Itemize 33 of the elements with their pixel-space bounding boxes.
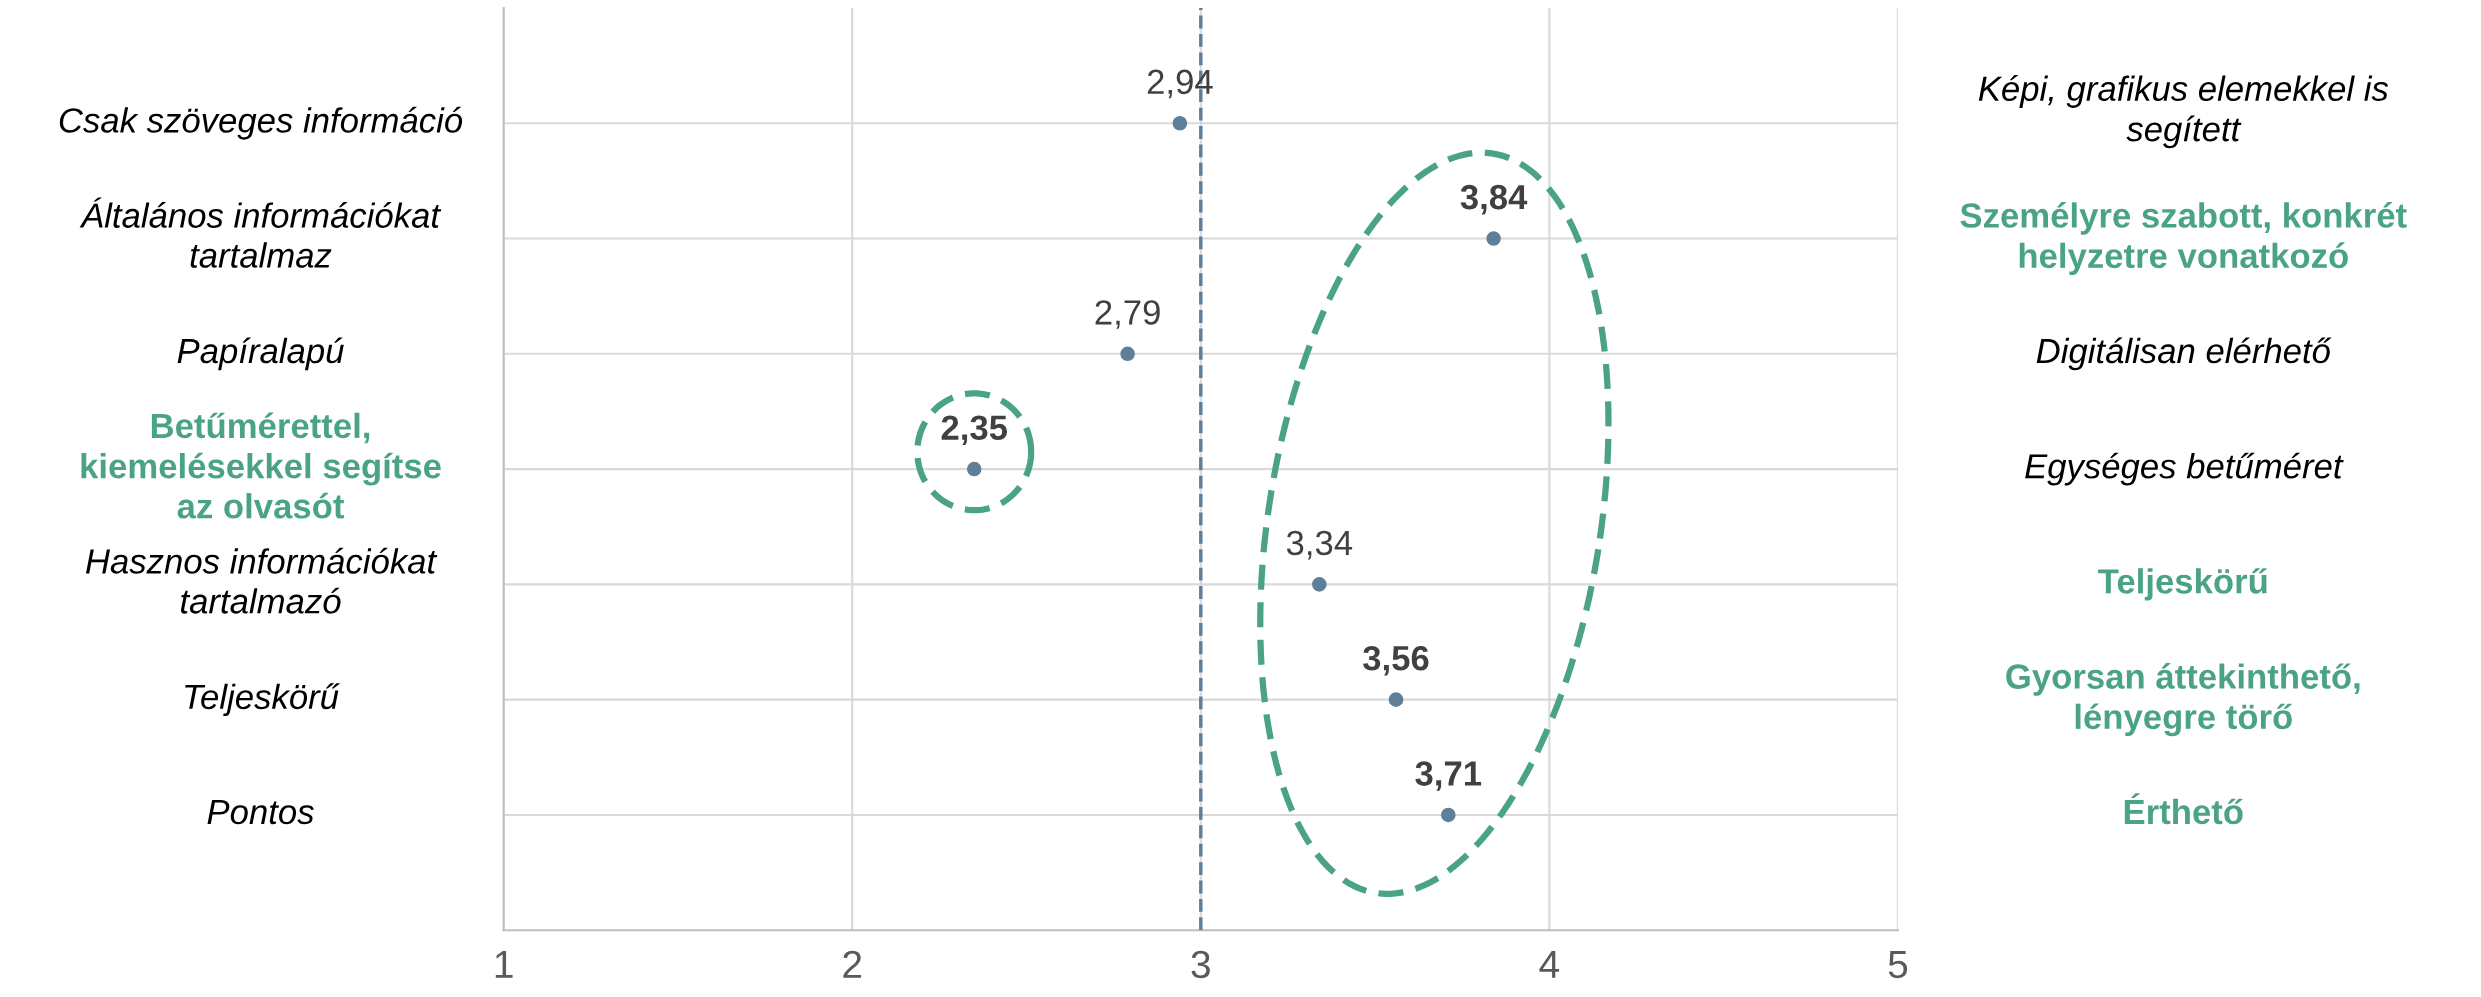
data-label: 2,79 xyxy=(1095,300,1160,329)
y2-tick-label: Digitálisan elérhető xyxy=(2036,337,2332,371)
point xyxy=(1120,346,1135,362)
y-tick-label: Pontos xyxy=(207,800,314,825)
point xyxy=(966,461,982,477)
y-tick-label: Teljeskörű xyxy=(185,683,340,717)
point xyxy=(1486,231,1501,246)
x-tick-label: 1 xyxy=(495,951,513,978)
data-label: 3,71 xyxy=(1415,761,1482,791)
point xyxy=(1312,577,1327,592)
y-tick-label: Papíralapú xyxy=(177,337,344,371)
y2-tick-label: Gyorsan áttekinthető, lényegre törő xyxy=(2006,663,2360,737)
y2-tick-label: Érthető xyxy=(2124,793,2243,825)
x-tick-label: 4 xyxy=(1539,951,1560,978)
y-tick-label: Hasznos információkat tartalmazó xyxy=(85,547,438,614)
point xyxy=(1441,807,1456,823)
y-tick-label: Általános információkat tartalmaz xyxy=(79,197,442,268)
data-label: 3,34 xyxy=(1286,530,1353,560)
x-tick-label: 5 xyxy=(1888,951,1908,979)
data-label: 2,94 xyxy=(1147,69,1213,99)
y-tick-label: Csak szöveges információ xyxy=(59,106,463,140)
y2-tick-label: Egységes betűméret xyxy=(2025,452,2344,486)
y2-tick-label: Képi, grafikus elemekkel is segített xyxy=(1978,75,2389,149)
data-label: 3,84 xyxy=(1460,184,1528,215)
y2-tick-label: Személyre szabott, konkrét helyzetre vonatkozó xyxy=(1960,202,2407,276)
data-label: 2,35 xyxy=(941,415,1008,446)
y2-tick-label: Teljeskörű xyxy=(2098,568,2267,601)
point xyxy=(1172,115,1188,131)
x-tick-label: 3 xyxy=(1191,950,1210,979)
point xyxy=(1388,692,1404,707)
y-tick-label: Betűmérettel, kiemelésekkel segítse az olvasót xyxy=(81,412,441,519)
x-tick-label: 2 xyxy=(843,950,862,978)
data-label: 3,56 xyxy=(1363,645,1429,676)
